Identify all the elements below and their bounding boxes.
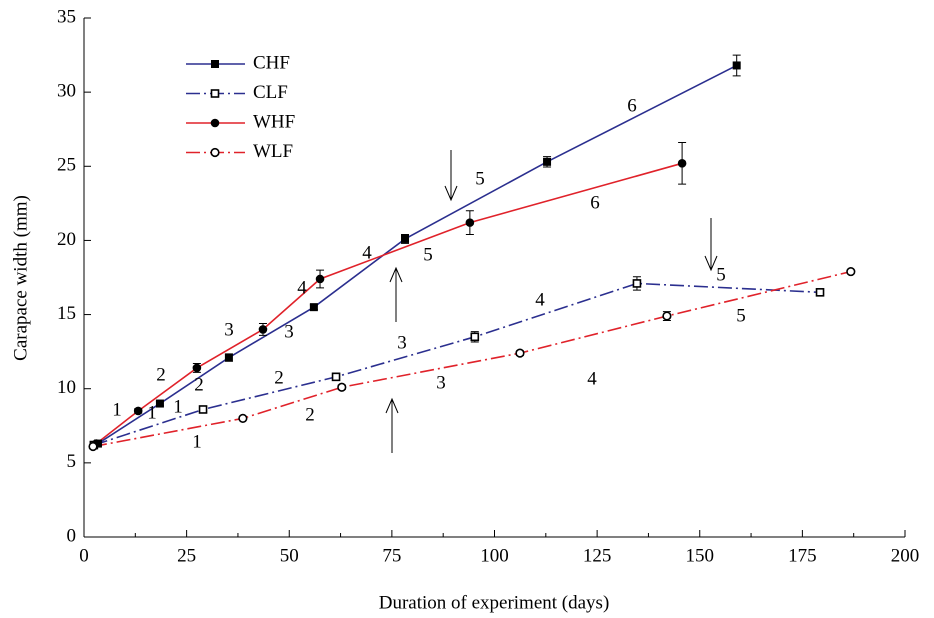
series-line [93, 282, 821, 446]
marker [315, 274, 325, 284]
legend-label: WHF [253, 111, 295, 132]
stage-label: 1 [173, 396, 183, 417]
stage-label: 4 [535, 289, 545, 310]
stage-label: 5 [736, 305, 746, 326]
legend-label: CLF [253, 82, 288, 103]
marker [632, 279, 642, 288]
stage-label: 5 [716, 264, 726, 285]
x-tick-label: 200 [891, 545, 920, 566]
arrow [704, 218, 718, 272]
stage-label: 2 [156, 364, 166, 385]
arrow [385, 397, 399, 453]
y-tick-label: 10 [57, 377, 76, 398]
marker [309, 303, 318, 312]
y-tick-label: 30 [57, 81, 76, 102]
stage-label: 6 [590, 192, 600, 213]
stage-label: 6 [627, 95, 637, 116]
stage-label: 1 [112, 399, 122, 420]
stage-label: 2 [274, 367, 284, 388]
x-tick-label: 50 [280, 545, 299, 566]
arrow [444, 150, 458, 202]
stage-label: 1 [147, 402, 157, 423]
series-line [92, 270, 852, 448]
x-tick-label: 125 [583, 545, 612, 566]
marker [331, 372, 341, 382]
y-axis-label: Carapace width (mm) [10, 195, 31, 361]
stage-label: 5 [423, 244, 433, 265]
x-tick-label: 175 [788, 545, 817, 566]
y-tick-label: 20 [57, 229, 76, 250]
arrows [385, 150, 718, 453]
legend-label: CHF [253, 52, 290, 73]
y-tick-label: 15 [57, 303, 76, 324]
marker [88, 441, 98, 452]
marker [155, 399, 164, 408]
x-tick-label: 150 [686, 545, 715, 566]
marker [515, 348, 525, 358]
marker [192, 363, 202, 373]
stage-label: 3 [397, 332, 407, 353]
marker [470, 332, 480, 342]
stage-label: 4 [587, 368, 597, 389]
y-tick-label: 25 [57, 155, 76, 176]
x-tick-label: 75 [382, 545, 401, 566]
legend-marker [210, 118, 220, 128]
stage-label: 2 [194, 374, 204, 395]
marker [846, 266, 856, 277]
marker [401, 234, 410, 243]
stage-label: 3 [436, 372, 446, 393]
marker [662, 311, 672, 321]
stage-label: 5 [475, 168, 485, 189]
x-tick-label: 25 [177, 545, 196, 566]
marker [133, 406, 143, 416]
legend-marker [210, 89, 220, 98]
stage-label: 3 [224, 319, 234, 340]
marker [224, 353, 233, 362]
marker [238, 413, 248, 423]
y-tick-label: 5 [67, 451, 77, 472]
y-tick-label: 35 [57, 6, 76, 27]
stage-label: 4 [297, 277, 307, 298]
marker [258, 325, 268, 334]
marker [732, 61, 741, 70]
arrow [389, 266, 403, 322]
marker [337, 382, 347, 392]
y-tick-label: 0 [67, 525, 77, 546]
x-axis-label: Duration of experiment (days) [379, 592, 610, 613]
stage-label: 3 [284, 321, 294, 342]
legend-marker [211, 60, 219, 68]
x-tick-label: 0 [79, 545, 89, 566]
marker [198, 405, 208, 414]
marker [815, 288, 825, 297]
marker [465, 218, 475, 227]
marker [677, 159, 687, 168]
marker [543, 157, 552, 166]
x-tick-label: 100 [480, 545, 509, 566]
stage-label: 1 [192, 431, 202, 452]
legend-marker [210, 147, 220, 158]
stage-label: 4 [362, 242, 372, 263]
legend-label: WLF [253, 141, 293, 162]
stage-label: 2 [305, 404, 315, 425]
